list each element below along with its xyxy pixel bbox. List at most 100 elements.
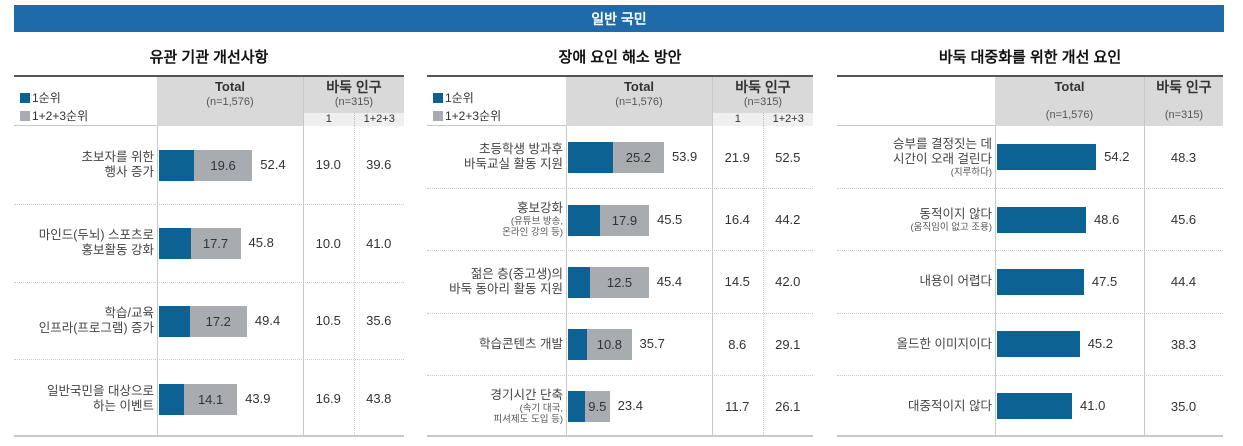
- bar-area: 10.8 35.7: [566, 314, 712, 375]
- table-row: 승부를 결정짓는 데 시간이 오래 걸린다 (지루하다) 54.2 48.3: [837, 126, 1223, 188]
- bar-total-value: 45.2: [1087, 336, 1114, 352]
- header-baduk: 바둑 인구 (n=315) 1 1+2+3: [303, 77, 404, 126]
- row-label-note: (움직임이 없고 조용): [910, 221, 992, 233]
- row-label-line: 마인드(두뇌) 스포츠로: [38, 228, 154, 243]
- bar-area: 12.5 45.4: [566, 251, 712, 312]
- table-row: 초보자를 위한 행사 증가 19.6 52.4 19.0 39.6: [14, 126, 404, 204]
- legend-swatch-gray-icon: [20, 111, 30, 121]
- baduk-rank123-value: 43.8: [366, 391, 392, 407]
- row-label: 젊은 층(중고생)의 바둑 동아리 활동 지원: [427, 251, 566, 312]
- row-label: 초보자를 위한 행사 증가: [14, 126, 157, 204]
- row-label-line: 초등학생 방과후: [479, 142, 563, 157]
- column-divider-dotted: [353, 126, 355, 435]
- bar-rank123-value: 45.4: [656, 273, 683, 289]
- row-label-line: 초보자를 위한: [81, 149, 154, 164]
- bar-rank123: 25.2: [568, 142, 664, 174]
- bar-rank1: [159, 228, 191, 260]
- bar-rank123-value: 45.8: [248, 235, 274, 251]
- bar-rank123: 10.8: [568, 329, 632, 361]
- bar-area: 47.5: [995, 251, 1144, 312]
- bar-total: [997, 144, 1097, 171]
- column-divider: [995, 126, 996, 435]
- row-label-line: 올드한 이미지이다: [896, 336, 992, 351]
- bar-rank123-value: 45.5: [656, 211, 683, 227]
- row-label: 내용이 어렵다: [837, 251, 995, 312]
- header-baduk-label: 바둑 인구: [1156, 79, 1212, 95]
- header-total-n: (n=1,576): [615, 96, 663, 108]
- bar-rank1-value: 14.1: [197, 391, 224, 407]
- header-total: Total (n=1,576): [566, 77, 712, 126]
- chart-table: 1순위 1+2+3순위 Total (n=1,576) 바둑 인구 (n=315) 1 1+2…: [427, 75, 813, 437]
- legend-item-rank123: 1+2+3순위: [20, 107, 88, 125]
- table-body: 초등학생 방과후 바둑교실 활동 지원 25.2 53.9 21.9 52.5 홍보강화 (유…: [427, 126, 813, 435]
- bar-area: 45.2: [995, 314, 1144, 375]
- bar-rank123-value: 23.4: [617, 398, 643, 414]
- row-label: 올드한 이미지이다: [837, 314, 995, 375]
- subheader-rank123: 1+2+3: [762, 113, 814, 126]
- bar-rank1-value: 9.5: [588, 399, 607, 415]
- bar-rank1: [159, 383, 185, 415]
- table-body: 초보자를 위한 행사 증가 19.6 52.4 19.0 39.6 마인드(두뇌) 스포츠로…: [14, 126, 404, 435]
- bar-area: 17.2 49.4: [157, 283, 303, 360]
- legend-label: 1순위: [32, 91, 61, 105]
- bar-total-value: 48.6: [1093, 211, 1120, 227]
- baduk-rank1-value: 16.4: [724, 212, 750, 228]
- header-total-n: (n=1,576): [206, 96, 254, 108]
- table-row: 학습/교육 인프라(프로그램) 증가 17.2 49.4 10.5 35.6: [14, 281, 404, 360]
- chart-table: Total (n=1,576) 바둑 인구 (n=315) 승부를 결정짓는 데 시간이 …: [837, 75, 1223, 437]
- panel-title: 유관 기관 개선사항: [149, 49, 269, 66]
- row-label-note: (속기 대국,: [519, 402, 563, 414]
- row-label: 일반국민을 대상으로 하는 이벤트: [14, 360, 157, 437]
- bar-rank1-value: 25.2: [625, 150, 652, 166]
- baduk-rank123-value: 41.0: [366, 235, 392, 251]
- chart-panel-2: 장애 요인 해소 방안 1순위 1+2+3순위 Total (n=1,576) 바둑 인구…: [427, 44, 813, 444]
- row-label: 동적이지 않다 (움직임이 없고 조용): [837, 189, 995, 250]
- panel-title: 바둑 대중화를 위한 개선 요인: [938, 49, 1122, 66]
- header-total: Total (n=1,576): [157, 77, 303, 126]
- bar-rank1-value: 17.2: [205, 313, 231, 329]
- header-baduk: 바둑 인구 (n=315) 1 1+2+3: [712, 77, 813, 126]
- legend-swatch-gray-icon: [433, 111, 443, 121]
- row-label: 홍보강화 (유튜브 방송, 온라인 강의 등): [427, 189, 566, 250]
- header-total-n: (n=1,576): [1045, 109, 1094, 121]
- header-baduk-subcolumns: 1 1+2+3: [304, 113, 404, 126]
- baduk-rank1-value: 16.9: [315, 391, 341, 407]
- panel-title: 장애 요인 해소 방안: [558, 49, 682, 66]
- legend-swatch-blue-icon: [20, 93, 30, 103]
- row-label-line: 인프라(프로그램) 증가: [38, 320, 154, 335]
- column-divider: [157, 126, 158, 435]
- bar-area: 14.1 43.9: [157, 360, 303, 437]
- column-divider: [566, 126, 567, 435]
- table-header: 1순위 1+2+3순위 Total (n=1,576) 바둑 인구 (n=315) 1 1+2…: [14, 77, 404, 126]
- baduk-rank1-value: 8.6: [728, 336, 747, 352]
- header-total-label: Total: [623, 79, 655, 94]
- row-label-line: 동적이지 않다: [919, 206, 992, 221]
- column-divider: [1144, 126, 1145, 435]
- row-label-line: 경기시간 단축: [490, 387, 563, 402]
- table-row: 학습콘텐츠 개발 10.8 35.7 8.6 29.1: [427, 312, 813, 375]
- column-divider: [712, 126, 713, 435]
- row-label: 대중적이지 않다: [837, 376, 995, 437]
- row-label-note: (지루하다): [950, 166, 992, 178]
- row-label: 경기시간 단축 (속기 대국, 피셔제도 도입 등): [427, 376, 566, 437]
- subheader-rank1: 1: [734, 113, 741, 125]
- legend-swatch-blue-icon: [433, 93, 443, 103]
- bar-area: 9.5 23.4: [566, 376, 712, 437]
- header-baduk-label: 바둑 인구: [735, 79, 791, 95]
- bar-rank1: [568, 266, 591, 298]
- subheader-rank1: 1: [325, 113, 332, 125]
- section-banner: 일반 국민: [14, 5, 1224, 32]
- baduk-rank1-value: 21.9: [724, 149, 750, 165]
- table-header: 1순위 1+2+3순위 Total (n=1,576) 바둑 인구 (n=315) 1 1+2…: [427, 77, 813, 126]
- header-total-label: Total: [214, 79, 246, 94]
- bar-rank1: [159, 149, 194, 181]
- table-body: 승부를 결정짓는 데 시간이 오래 걸린다 (지루하다) 54.2 48.3 동적이지 않…: [837, 126, 1223, 435]
- table-row: 홍보강화 (유튜브 방송, 온라인 강의 등) 17.9 45.5 16.4 44.2: [427, 188, 813, 250]
- legend: 1순위 1+2+3순위: [20, 89, 88, 125]
- banner-title: 일반 국민: [591, 10, 647, 27]
- bar-total-value: 47.5: [1091, 273, 1118, 289]
- bar-area: 17.7 45.8: [157, 205, 303, 282]
- bar-rank1-value: 17.9: [611, 212, 638, 228]
- row-label-line: 일반국민을 대상으로: [47, 383, 154, 398]
- table-row: 올드한 이미지이다 45.2 38.3: [837, 312, 1223, 375]
